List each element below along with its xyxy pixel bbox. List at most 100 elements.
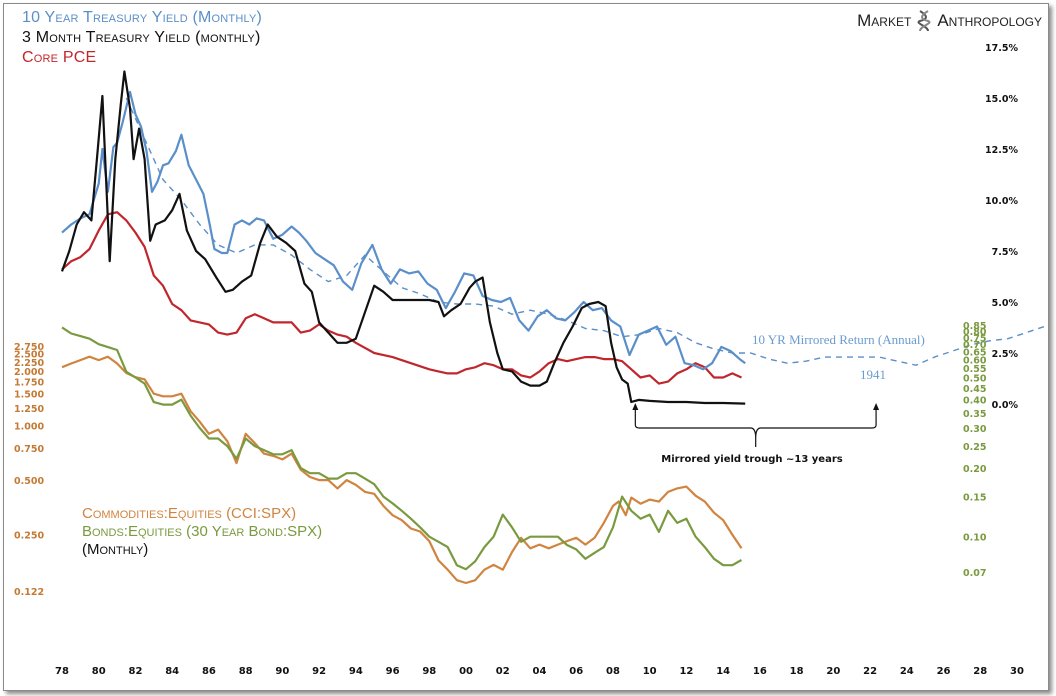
bond-spx-tick-label: 0.65 (963, 348, 986, 359)
x-tick-label: 24 (900, 666, 914, 677)
legend-3mo: 3 Month Treasury Yield (monthly) (22, 28, 261, 48)
x-tick-label: 10 (643, 666, 657, 677)
x-tick-label: 92 (312, 666, 326, 677)
series-line-3-month-treasury-yield-monthly (60, 70, 746, 405)
cci-spx-tick-label: 2.250 (14, 358, 44, 369)
chart-frame (3, 3, 1049, 691)
x-tick-label: 98 (422, 666, 436, 677)
bond-spx-tick-label: 0.45 (963, 384, 986, 395)
cci-spx-tick-label: 1.000 (14, 422, 44, 433)
x-tick-label: 26 (937, 666, 951, 677)
x-tick-label: 30 (1010, 666, 1024, 677)
year-1941-label: 1941 (860, 367, 886, 382)
x-tick-label: 86 (202, 666, 216, 677)
x-tick-label: 28 (973, 666, 987, 677)
series-line-10-yr-mirrored-return-annual (125, 97, 1045, 366)
bond-spx-tick-label: 0.35 (963, 409, 986, 420)
cci-spx-tick-label: 0.250 (14, 531, 44, 542)
cci-spx-tick-label: 0.500 (14, 476, 44, 487)
x-tick-label: 18 (790, 666, 804, 677)
x-tick-label: 08 (606, 666, 620, 677)
yield-axis: 17.5% 15.0% 12.5% 10.0% 7.5% 5.0% 2.5% 0.0% (985, 43, 1018, 411)
bond-spx-tick-label: 0.07 (963, 568, 986, 579)
trough-label: Mirrored yield trough ~13 years (661, 454, 842, 465)
bond-spx-tick-label: 0.60 (963, 355, 987, 366)
cci-spx-tick-label: 1.500 (14, 390, 44, 401)
brand-right: Anthropology (937, 11, 1042, 30)
bond-spx-tick-label: 0.80 (963, 327, 987, 338)
legend-monthly-label: (Monthly) (82, 541, 149, 558)
annotations: 10 YR Mirrored Return (Annual) 1941 Mirr… (632, 332, 925, 465)
cci-spx-tick-label: 0.122 (14, 587, 44, 598)
yield-tick-label: 0.0% (992, 400, 1019, 411)
arrow-up-icon (873, 403, 880, 410)
legend-cci-spx: Commodities:Equities (CCI:SPX) (82, 505, 296, 523)
bond-spx-tick-label: 0.15 (963, 493, 986, 504)
x-tick-label: 90 (275, 666, 289, 677)
x-tick-label: 22 (863, 666, 877, 677)
cci-spx-tick-label: 1.250 (14, 404, 44, 415)
legend-bond-spx-label: Bonds:Equities (30 Year Bond:SPX) (82, 523, 323, 540)
bond-spx-tick-label: 0.30 (963, 424, 987, 435)
cci-spx-tick-label: 1.750 (14, 378, 44, 389)
x-tick-label: 94 (349, 666, 363, 677)
cci-spx-tick-label: 2.500 (14, 349, 44, 360)
bond-spx-tick-label: 0.85 (963, 321, 986, 332)
x-tick-label: 82 (129, 666, 143, 677)
legend-core-pce-label: Core PCE (22, 49, 97, 66)
legend-3mo-label: 3 Month Treasury Yield (monthly) (22, 29, 261, 46)
bond-spx-tick-label: 0.75 (963, 333, 986, 344)
mirrored-return-label: 10 YR Mirrored Return (Annual) (752, 332, 925, 347)
legend-monthly: (Monthly) (82, 541, 148, 559)
x-axis: 78 80 82 84 86 88 90 92 94 96 98 00 02 04 06 08 10 12 14 16… (55, 666, 1024, 677)
cci-spx-tick-label: 2.750 (14, 342, 44, 353)
legend-cci-spx-label: Commodities:Equities (CCI:SPX) (82, 505, 297, 522)
bond-spx-tick-label: 0.25 (963, 442, 986, 453)
brand-logo: Market Anthropology (857, 10, 1042, 32)
yield-tick-label: 7.5% (992, 247, 1019, 258)
bond-spx-tick-label: 0.70 (963, 340, 987, 351)
yield-tick-label: 5.0% (992, 298, 1019, 309)
x-tick-label: 04 (533, 666, 547, 677)
trough-bracket (634, 410, 877, 447)
x-tick-label: 02 (496, 666, 510, 677)
x-tick-label: 88 (239, 666, 253, 677)
x-tick-label: 16 (753, 666, 767, 677)
legend-bond-spx: Bonds:Equities (30 Year Bond:SPX) (82, 523, 322, 541)
yield-tick-label: 12.5% (985, 145, 1018, 156)
series-line-10-year-treasury-yield-monthly (61, 90, 746, 371)
arrow-up-icon (632, 403, 639, 410)
x-tick-label: 84 (165, 666, 179, 677)
legend-10yr-label: 10 Year Treasury Yield (Monthly) (22, 9, 263, 26)
series-layer (60, 70, 1045, 585)
bond-spx-tick-label: 0.40 (963, 396, 987, 407)
bond-spx-tick-label: 0.50 (963, 373, 987, 384)
series-line-commodities-equities-cci-spx (61, 355, 743, 585)
x-tick-label: 20 (826, 666, 840, 677)
x-tick-label: 14 (716, 666, 730, 677)
brand-left: Market (857, 11, 912, 30)
x-tick-label: 80 (92, 666, 106, 677)
yield-tick-label: 10.0% (985, 196, 1018, 207)
yield-tick-label: 17.5% (985, 43, 1018, 54)
cci-spx-tick-label: 0.750 (14, 444, 44, 455)
bond-spx-tick-label: 0.55 (963, 364, 986, 375)
bond-spx-tick-label: 0.10 (963, 533, 987, 544)
bond-spx-axis: 0.850.800.750.700.650.600.550.500.450.40… (963, 321, 987, 579)
cci-spx-tick-label: 2.000 (14, 367, 44, 378)
bond-spx-tick-label: 0.20 (963, 464, 987, 475)
dna-helix-icon (917, 10, 931, 32)
legend-core-pce: Core PCE (22, 48, 96, 68)
x-tick-label: 78 (55, 666, 69, 677)
series-line-core-pce (61, 211, 742, 385)
yield-tick-label: 15.0% (985, 94, 1018, 105)
x-tick-label: 96 (386, 666, 400, 677)
x-tick-label: 00 (459, 666, 473, 677)
x-tick-label: 12 (679, 666, 693, 677)
series-line-bonds-equities-30-year-bond-spx (61, 326, 743, 571)
yield-tick-label: 2.5% (992, 349, 1019, 360)
x-tick-label: 06 (569, 666, 583, 677)
legend-10yr: 10 Year Treasury Yield (Monthly) (22, 8, 262, 28)
